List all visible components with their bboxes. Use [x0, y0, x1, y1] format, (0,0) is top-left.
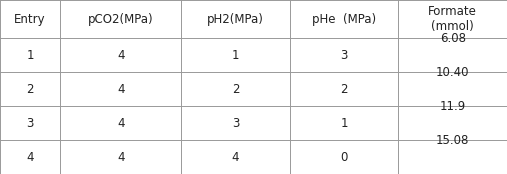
Text: Entry: Entry	[14, 13, 46, 26]
Text: 4: 4	[117, 49, 124, 62]
Text: 1: 1	[232, 49, 239, 62]
Text: 3: 3	[340, 49, 348, 62]
Text: 2: 2	[340, 83, 348, 96]
Text: 11.9: 11.9	[440, 100, 466, 113]
Text: 4: 4	[26, 151, 34, 164]
Text: 3: 3	[232, 117, 239, 130]
Text: 6.08: 6.08	[440, 32, 465, 45]
Text: pH2(MPa): pH2(MPa)	[207, 13, 264, 26]
Text: 10.40: 10.40	[436, 66, 469, 79]
Text: 3: 3	[26, 117, 34, 130]
Text: 15.08: 15.08	[436, 134, 469, 147]
Text: 2: 2	[26, 83, 34, 96]
Text: Formate
(mmol): Formate (mmol)	[428, 5, 477, 33]
Text: 0: 0	[340, 151, 348, 164]
Text: 2: 2	[232, 83, 239, 96]
Text: pHe  (MPa): pHe (MPa)	[312, 13, 376, 26]
Text: pCO2(MPa): pCO2(MPa)	[88, 13, 154, 26]
Text: 4: 4	[117, 83, 124, 96]
Text: 4: 4	[232, 151, 239, 164]
Text: 1: 1	[340, 117, 348, 130]
Text: 4: 4	[117, 117, 124, 130]
Text: 1: 1	[26, 49, 34, 62]
Text: 4: 4	[117, 151, 124, 164]
